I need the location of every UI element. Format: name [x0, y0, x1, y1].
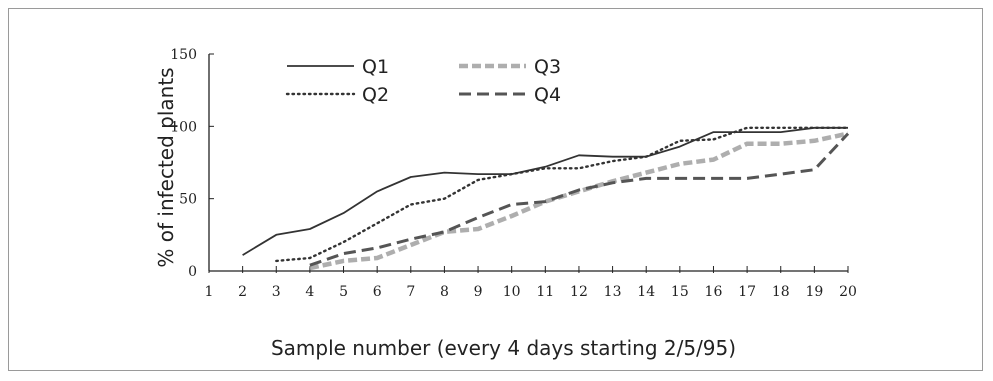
x-tick-label: 8: [440, 284, 449, 300]
x-tick-label: 14: [637, 284, 655, 300]
y-tick-label: 50: [179, 192, 197, 208]
y-tick-label: 0: [188, 264, 197, 280]
y-tick-label: 150: [170, 47, 197, 63]
x-tick-label: 13: [604, 284, 622, 300]
y-axis-title: % of infected plants: [154, 67, 178, 267]
series-line-q4: [309, 132, 850, 267]
legend-label-q3: Q3: [534, 56, 561, 78]
x-tick-label: 9: [474, 284, 483, 300]
x-tick-label: 6: [373, 284, 382, 300]
legend-label-q2: Q2: [362, 84, 389, 106]
x-tick-label: 18: [772, 284, 790, 300]
y-tick-label: 100: [170, 119, 197, 135]
x-tick-label: 4: [305, 284, 314, 300]
legend-label-q4: Q4: [534, 84, 561, 106]
x-axis-title: Sample number (every 4 days starting 2/5…: [271, 336, 736, 360]
legend-label-q1: Q1: [362, 56, 389, 78]
x-tick-label: 19: [805, 284, 823, 300]
chart-frame: 1 2 3 4 5 6 7 8 9 10 11 12 13 14 15 16 17 18 19 20 0 50 100 150…: [8, 8, 983, 371]
x-tick-label: 12: [570, 284, 588, 300]
line-chart: 1 2 3 4 5 6 7 8 9 10 11 12 13 14 15 16 17 18 19 20050100150…: [154, 47, 857, 360]
x-tick-label: 17: [738, 284, 756, 300]
x-tick-label: 20: [839, 284, 857, 300]
x-tick-label: 10: [503, 284, 521, 300]
x-tick-label: 11: [536, 284, 554, 300]
x-tick-label: 3: [272, 284, 281, 300]
x-tick-label: 5: [339, 284, 348, 300]
series-line-q3: [309, 131, 849, 271]
x-tick-label: 7: [406, 284, 415, 300]
series-line-q1: [242, 126, 848, 256]
x-tick-label: 16: [705, 284, 723, 300]
x-tick-label: 2: [238, 284, 247, 300]
series-line-q2: [275, 126, 850, 263]
x-tick-label: 1: [205, 284, 214, 300]
x-tick-label: 15: [671, 284, 689, 300]
